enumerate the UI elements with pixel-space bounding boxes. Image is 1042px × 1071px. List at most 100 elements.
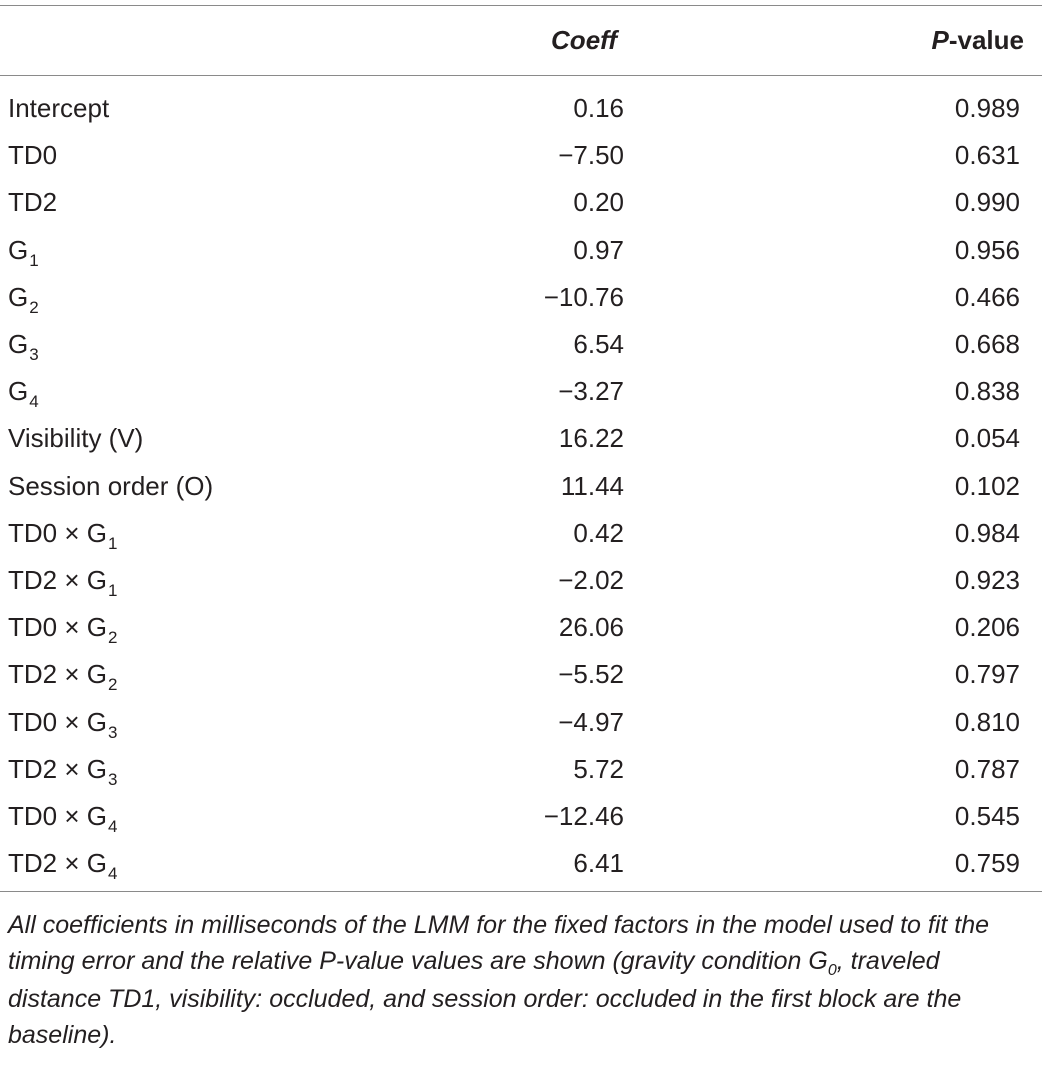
row-label-text: TD0 × G (8, 517, 107, 548)
table-row: G2 −10.76 0.466 (0, 274, 1042, 321)
row-coeff: −4.97 (558, 706, 624, 737)
row-label-subscript: 3 (29, 345, 39, 365)
table-row: TD0 × G4 −12.46 0.545 (0, 793, 1042, 840)
header-pvalue: P-value (617, 25, 1025, 56)
table-row: G3 6.54 0.668 (0, 321, 1042, 368)
row-coeff: 0.20 (573, 187, 624, 218)
row-label: TD2 × G3 (0, 753, 470, 789)
row-pvalue: 0.989 (954, 93, 1020, 124)
row-pvalue: 0.206 (954, 612, 1020, 643)
row-pvalue: 0.545 (954, 800, 1020, 831)
row-label-text: TD0 × G (8, 706, 107, 737)
row-label-subscript: 1 (29, 250, 39, 270)
row-pvalue: 0.668 (954, 329, 1020, 360)
row-label-subscript: 4 (29, 392, 39, 412)
header-coeff: Coeff (551, 25, 617, 55)
row-label-text: TD0 × G (8, 612, 107, 643)
row-pvalue: 0.923 (954, 564, 1020, 595)
row-label-subscript: 2 (107, 628, 118, 648)
table-row: G1 0.97 0.956 (0, 227, 1042, 274)
row-pvalue: 0.759 (954, 848, 1020, 879)
row-label: G1 (0, 234, 470, 270)
row-coeff: 6.54 (573, 329, 624, 360)
row-label-subscript: 1 (107, 533, 118, 553)
row-label: TD0 × G4 (0, 800, 470, 836)
row-coeff: −5.52 (558, 659, 624, 690)
row-coeff: 26.06 (558, 612, 624, 643)
row-label-text: TD2 × G (8, 848, 107, 879)
row-label-text: TD2 × G (8, 753, 107, 784)
table-header-row: Coeff P-value (0, 6, 1042, 75)
row-label: G2 (0, 281, 470, 317)
row-label-text: G (8, 281, 29, 312)
table-body: Intercept 0.16 0.989 TD0 −7.50 0.631 TD2 0.20 0.… (0, 76, 1042, 891)
row-label-text: Intercept (8, 93, 110, 124)
row-label-text: TD2 (8, 187, 58, 218)
row-label: G3 (0, 329, 470, 364)
row-coeff: 0.16 (573, 93, 624, 124)
row-label-text: TD2 × G (8, 564, 107, 595)
table-row: Session order (O) 11.44 0.102 (0, 463, 1042, 510)
row-label: Intercept (0, 93, 470, 124)
row-pvalue: 0.810 (954, 706, 1020, 737)
row-label: Visibility (V) (0, 423, 470, 454)
row-coeff: −7.50 (558, 140, 624, 171)
table-row: TD0 × G2 26.06 0.206 (0, 604, 1042, 651)
row-coeff: −10.76 (543, 281, 624, 312)
row-pvalue: 0.466 (954, 281, 1020, 312)
footnote-subscript: 0 (827, 961, 837, 979)
row-coeff: 16.22 (558, 423, 624, 454)
table-row: G4 −3.27 0.838 (0, 368, 1042, 415)
row-coeff: 6.41 (573, 848, 624, 879)
row-pvalue: 0.838 (954, 376, 1020, 407)
row-label: TD0 × G3 (0, 706, 470, 742)
row-label: TD0 (0, 140, 470, 171)
results-table: Coeff P-value Intercept 0.16 0.989 TD0 −7.50… (0, 5, 1042, 1053)
row-coeff: 0.97 (573, 234, 624, 265)
row-pvalue: 0.631 (954, 140, 1020, 171)
row-coeff: 5.72 (573, 753, 624, 784)
table-row: TD2 × G1 −2.02 0.923 (0, 557, 1042, 604)
row-label-text: TD0 × G (8, 800, 107, 831)
table-row: TD2 × G2 −5.52 0.797 (0, 651, 1042, 698)
footnote-text-1: All coefficients in milliseconds of the … (8, 911, 990, 975)
row-label-subscript: 1 (107, 580, 118, 600)
row-label-text: Visibility (V) (8, 423, 144, 454)
row-label-text: Session order (O) (8, 470, 214, 501)
top-rule (0, 5, 1042, 6)
bottom-rule (0, 891, 1042, 893)
row-label: TD2 × G1 (0, 564, 470, 600)
row-pvalue: 0.990 (954, 187, 1020, 218)
row-coeff: 0.42 (573, 517, 624, 548)
row-label: TD2 (0, 187, 470, 218)
table-row: Visibility (V) 16.22 0.054 (0, 415, 1042, 462)
row-label-text: G (8, 329, 29, 360)
table-row: TD0 −7.50 0.631 (0, 132, 1042, 179)
row-label: TD2 × G4 (0, 848, 470, 883)
row-coeff: −2.02 (558, 564, 624, 595)
row-pvalue: 0.797 (954, 659, 1020, 690)
table-footnote: All coefficients in milliseconds of the … (0, 892, 1042, 1053)
row-label-subscript: 2 (29, 297, 39, 317)
row-label-subscript: 3 (107, 769, 118, 789)
row-label-text: TD2 × G (8, 659, 107, 690)
table-row: TD2 × G4 6.41 0.759 (0, 840, 1042, 887)
row-label-text: TD0 (8, 140, 58, 171)
row-label-subscript: 3 (107, 722, 118, 742)
table-row: TD0 × G1 0.42 0.984 (0, 510, 1042, 557)
table-row: TD2 × G3 5.72 0.787 (0, 746, 1042, 793)
row-label-text: G (8, 234, 29, 265)
table-row: Intercept 0.16 0.989 (0, 85, 1042, 132)
row-pvalue: 0.956 (954, 234, 1020, 265)
row-pvalue: 0.054 (954, 423, 1020, 454)
row-label-subscript: 4 (107, 816, 118, 836)
row-label: TD0 × G2 (0, 612, 470, 647)
row-label: Session order (O) (0, 471, 470, 502)
row-label: G4 (0, 376, 470, 411)
row-coeff: 11.44 (560, 470, 624, 501)
table-row: TD2 0.20 0.990 (0, 179, 1042, 226)
row-pvalue: 0.102 (954, 470, 1020, 501)
header-pvalue-italic: P (931, 25, 949, 55)
row-label: TD2 × G2 (0, 659, 470, 694)
row-coeff: −12.46 (543, 800, 624, 831)
